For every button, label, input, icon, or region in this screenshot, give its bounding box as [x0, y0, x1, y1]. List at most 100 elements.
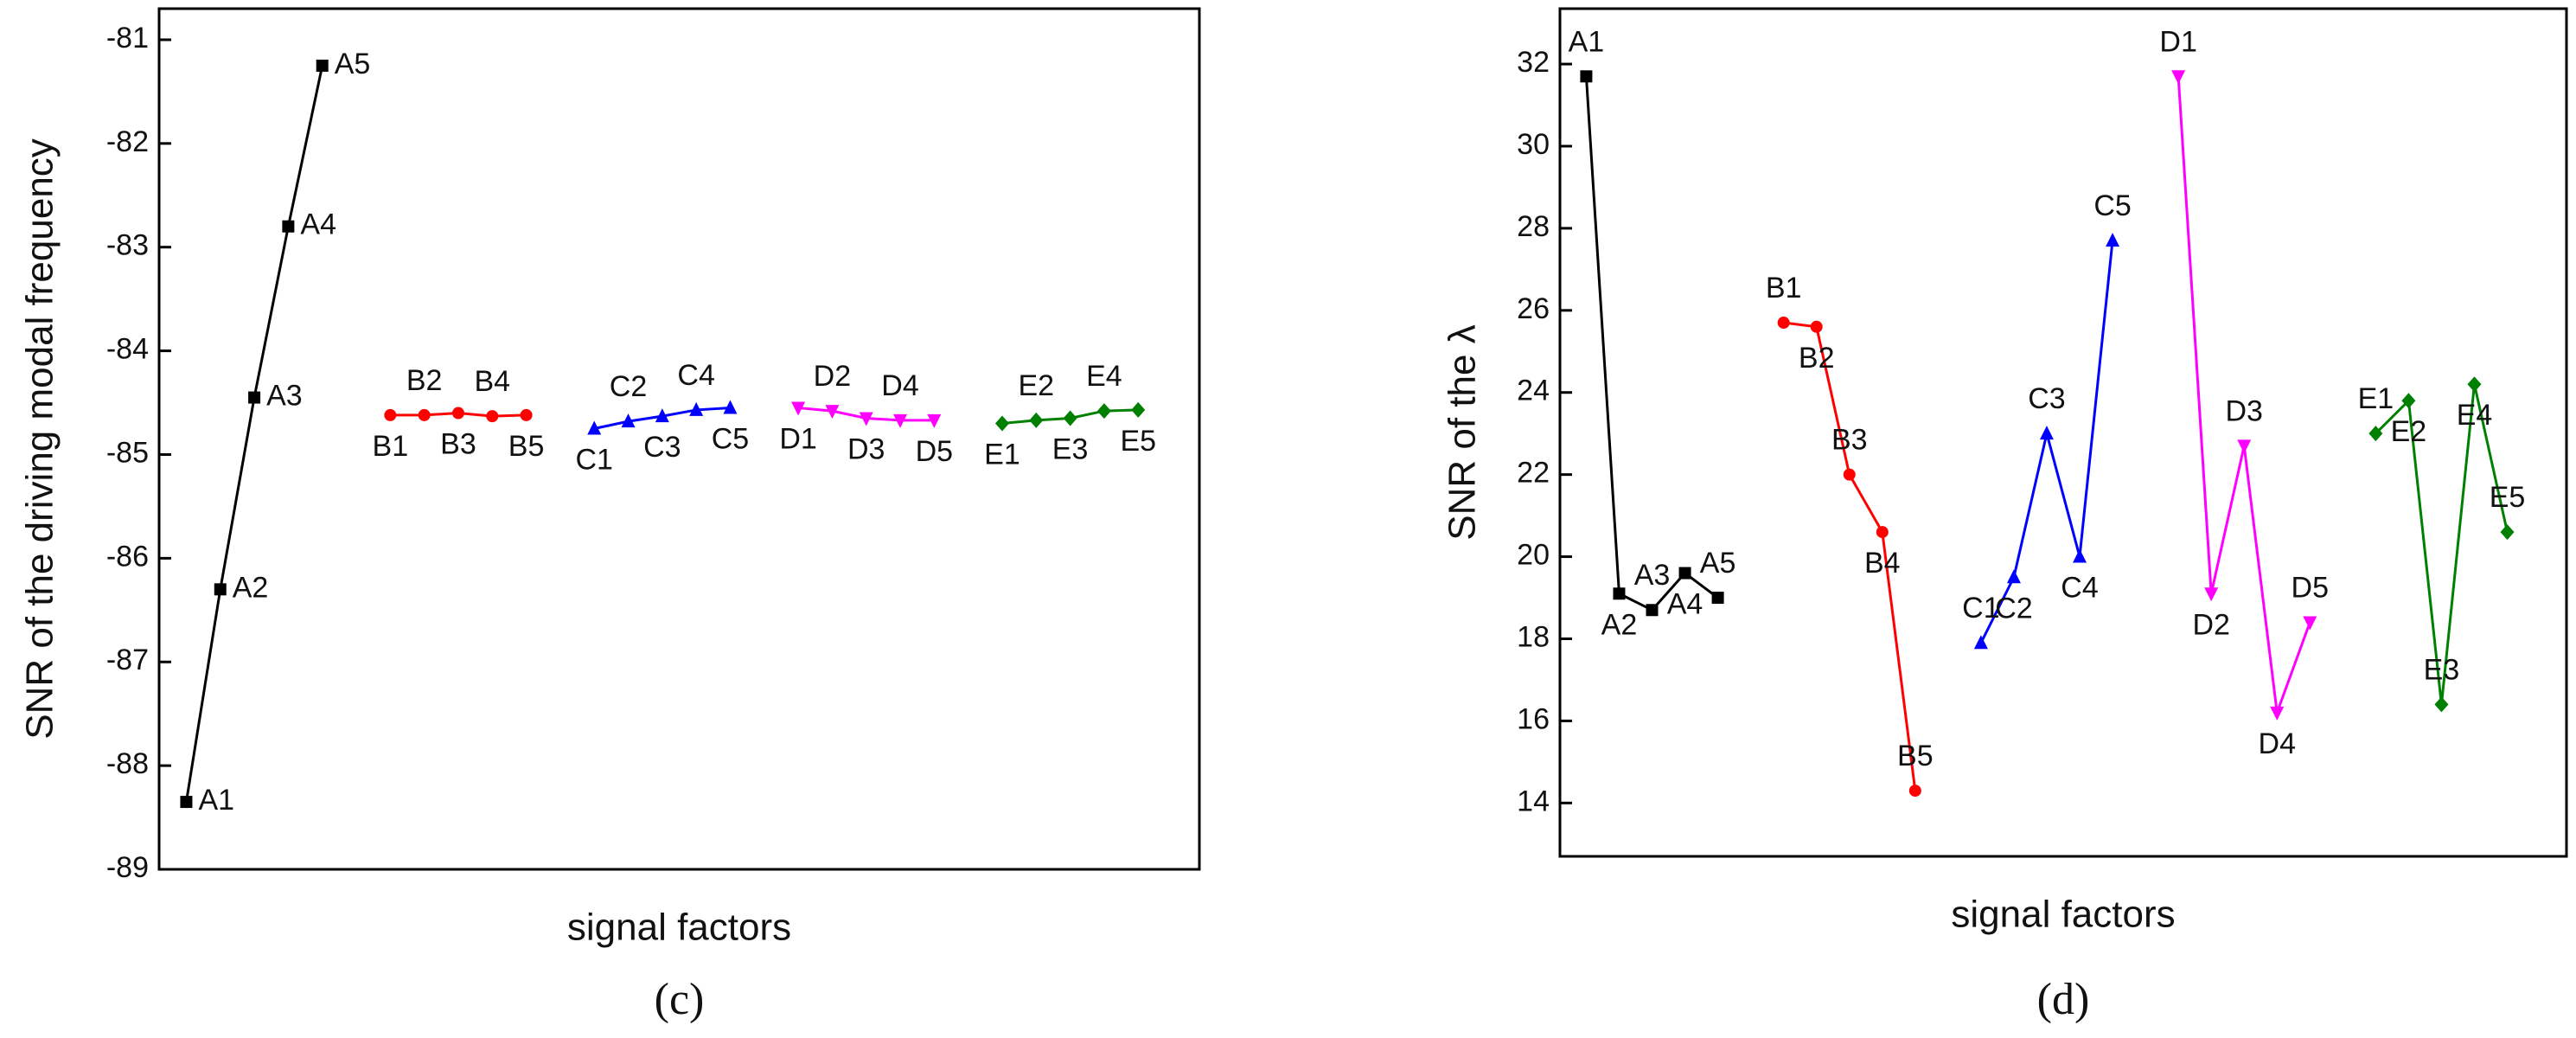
marker [1810, 320, 1823, 333]
marker [1678, 567, 1691, 580]
marker [2006, 569, 2021, 584]
marker [2237, 439, 2252, 454]
point-label: A5 [1700, 547, 1736, 580]
y-tick-label: 22 [1517, 457, 1550, 490]
y-tick-label: 32 [1517, 46, 1550, 79]
point-label: D5 [916, 435, 953, 468]
marker [825, 405, 840, 420]
y-tick-label: 18 [1517, 620, 1550, 653]
point-label: A2 [233, 571, 269, 604]
marker [1876, 526, 1889, 539]
marker [520, 408, 533, 421]
marker [2303, 616, 2317, 631]
point-label: D3 [847, 433, 885, 466]
marker [723, 400, 738, 414]
point-label: E3 [1052, 433, 1089, 466]
point-label: C3 [643, 431, 681, 464]
y-tick-label: 28 [1517, 210, 1550, 243]
marker [2401, 393, 2416, 409]
marker [994, 415, 1009, 432]
plot-frame [157, 7, 1201, 871]
y-tick-label: -88 [106, 747, 149, 780]
marker [1029, 412, 1044, 428]
marker [2500, 524, 2515, 541]
y-tick-label: -87 [106, 644, 149, 676]
point-label: C1 [1962, 592, 1999, 625]
marker [2204, 587, 2219, 602]
x-axis-title: signal factors [1951, 894, 2175, 936]
point-label: D4 [881, 369, 918, 402]
point-label: B5 [1897, 740, 1934, 772]
y-axis-title: SNR of the driving modal frequency [19, 138, 61, 740]
marker [1096, 403, 1111, 420]
marker [2171, 70, 2186, 85]
point-label: B1 [373, 430, 409, 463]
caption: (d) [2037, 975, 2090, 1024]
point-label: A5 [335, 48, 371, 80]
y-tick-label: 30 [1517, 128, 1550, 161]
marker [2073, 548, 2087, 563]
point-label: B3 [1831, 424, 1868, 457]
marker [1063, 410, 1077, 426]
point-label: C5 [2093, 189, 2131, 222]
point-label: D1 [779, 423, 816, 456]
point-label: D3 [2225, 394, 2262, 427]
point-label: B2 [1799, 342, 1835, 375]
point-label: B4 [474, 365, 510, 398]
marker [214, 583, 227, 596]
marker [1613, 587, 1626, 600]
series-line [184, 65, 324, 803]
point-label: A3 [1634, 559, 1671, 592]
marker [384, 408, 397, 421]
y-tick-label: -89 [106, 851, 149, 884]
marker [2368, 426, 2383, 442]
marker [282, 220, 295, 233]
point-label: E4 [1086, 360, 1122, 393]
marker [587, 420, 602, 435]
marker [1973, 635, 1988, 650]
point-label: C2 [1995, 592, 2032, 625]
marker [316, 59, 329, 72]
point-label: B3 [440, 428, 476, 461]
marker [927, 413, 942, 428]
point-label: E1 [2358, 382, 2394, 415]
point-label: E5 [1120, 425, 1156, 458]
y-tick-label: -86 [106, 540, 149, 573]
point-label: E5 [2490, 481, 2526, 514]
marker [1646, 604, 1659, 617]
point-label: A2 [1601, 608, 1638, 641]
point-label: C2 [610, 370, 647, 403]
y-tick-label: -83 [106, 229, 149, 262]
marker [859, 412, 873, 426]
point-label: C1 [575, 443, 612, 476]
plot-frame [1558, 7, 2568, 858]
series-line [1584, 76, 1719, 612]
y-tick-label: -85 [106, 436, 149, 469]
marker [418, 408, 431, 421]
marker [1843, 468, 1856, 481]
point-label: C4 [677, 359, 714, 392]
marker [1711, 592, 1724, 605]
point-label: D4 [2259, 727, 2296, 760]
point-label: A1 [198, 784, 234, 817]
y-tick-label: 20 [1517, 539, 1550, 572]
point-label: E1 [984, 439, 1020, 471]
point-label: D1 [2159, 25, 2196, 58]
caption: (c) [655, 975, 705, 1024]
marker [2270, 706, 2285, 721]
marker [621, 413, 636, 428]
marker [248, 391, 261, 404]
point-label: C5 [712, 423, 749, 456]
y-tick-label: 14 [1517, 785, 1550, 817]
y-tick-label: -84 [106, 333, 149, 366]
marker [451, 407, 464, 420]
marker [180, 796, 193, 809]
point-label: B2 [406, 364, 443, 397]
point-label: C3 [2028, 382, 2065, 415]
y-axis-title: SNR of the λ [1441, 324, 1484, 540]
y-tick-label: -82 [106, 125, 149, 158]
point-label: E4 [2457, 399, 2493, 432]
marker [791, 401, 806, 416]
y-tick-label: 16 [1517, 702, 1550, 735]
